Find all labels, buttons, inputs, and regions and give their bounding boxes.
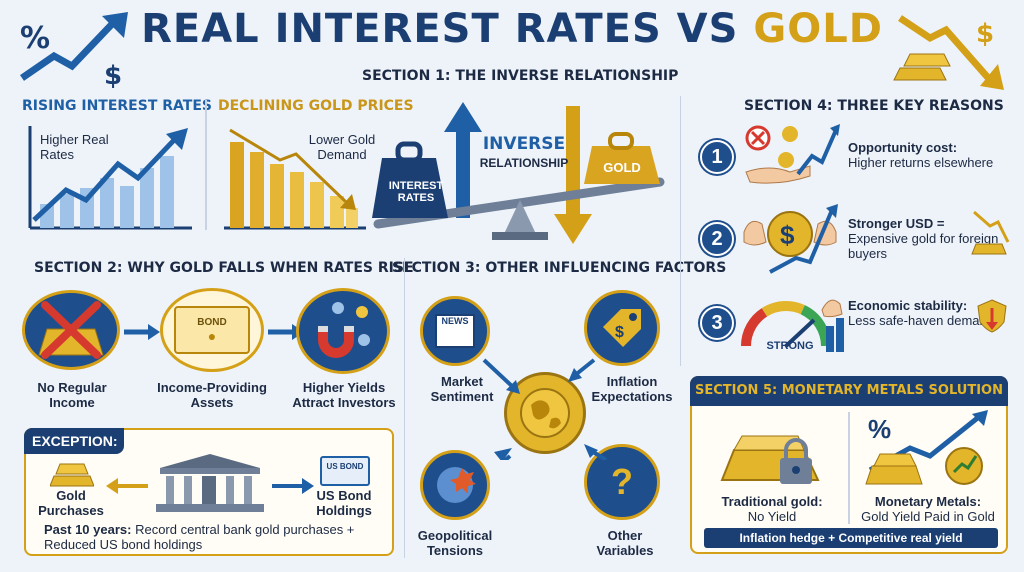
rising-rates-heading: RISING INTEREST RATES — [22, 98, 212, 114]
magnet-investors-icon — [318, 302, 370, 358]
gauge-label: STRONG — [766, 340, 814, 352]
bond-circle: BOND ● — [160, 288, 264, 372]
reason2-detail: Expensive gold for foreign buyers — [848, 231, 999, 261]
section1-heading: SECTION 1: THE INVERSE RELATIONSHIP — [362, 68, 679, 84]
section3-heading: SECTION 3: OTHER INFLUENCING FACTORS — [392, 260, 727, 276]
reason1-number: 1 — [700, 140, 734, 174]
exception-footnote-text: Record central bank gold purchases + Red… — [44, 522, 355, 552]
monetary-metals-text: Monetary Metals: Gold Yield Paid in Gold — [852, 494, 1004, 524]
geopolitical-tensions-label: Geopolitical Tensions — [417, 528, 493, 558]
section-divider-right — [680, 96, 681, 366]
bond-badge: BOND — [197, 316, 227, 328]
monetary-metals-bold: Monetary Metals: — [874, 494, 982, 509]
exception-footnote-bold: Past 10 years: — [44, 522, 132, 537]
gold-bar-lock-icon — [720, 435, 820, 484]
svg-text:$: $ — [104, 61, 122, 88]
svg-text:$: $ — [780, 220, 795, 250]
us-bond-holdings-label: US Bond Holdings — [316, 488, 372, 518]
relationship-label: RELATIONSHIP — [479, 156, 569, 170]
section-divider-left — [404, 258, 405, 558]
interest-rates-weight-label: INTEREST RATES — [388, 180, 444, 204]
traditional-gold-detail: No Yield — [747, 509, 797, 524]
gold-bars-icon — [50, 463, 94, 487]
price-tag-icon: $ — [603, 309, 641, 347]
section5-heading: SECTION 5: MONETARY METALS SOLUTION — [690, 376, 1008, 406]
reason2-number: 2 — [700, 222, 734, 256]
inverse-label: INVERSE — [482, 134, 566, 154]
section5-banner: Inflation hedge + Competitive real yield — [704, 528, 998, 548]
reason1-bold: Opportunity cost: — [848, 140, 958, 155]
factor-arrows-icon — [482, 358, 608, 460]
percent-growth-icon: % $ — [20, 12, 128, 88]
traditional-gold-bold: Traditional gold: — [721, 494, 823, 509]
gold-purchases-label: Gold Purchases — [38, 488, 104, 518]
reason2-text: Stronger USD = Expensive gold for foreig… — [848, 216, 1018, 261]
title-part2: GOLD — [753, 6, 883, 52]
inflation-circle: $ — [584, 290, 660, 366]
gold-yield-icon: % — [865, 410, 988, 485]
news-icon: NEWS — [435, 314, 475, 348]
inflation-expectations-label: Inflation Expectations — [591, 374, 673, 404]
exception-title: EXCEPTION: — [24, 428, 124, 454]
strong-usd-icon: $ — [743, 204, 838, 274]
page-title: REAL INTEREST RATES VS GOLD — [0, 6, 1024, 52]
yields-circle — [296, 288, 390, 374]
shield-down-icon — [977, 299, 1007, 333]
dollar-seal-icon: ● — [207, 327, 217, 344]
title-part1: REAL INTEREST RATES VS — [141, 6, 739, 52]
no-income-icon — [38, 301, 104, 359]
svg-text:$: $ — [976, 19, 994, 49]
reason1-detail: Higher returns elsewhere — [848, 155, 994, 170]
other-variables-label: Other Variables — [596, 528, 654, 558]
gold-down-icon — [971, 210, 1010, 255]
lower-gold-demand-label: Lower Gold Demand — [308, 132, 376, 162]
section5-divider — [848, 412, 850, 524]
section1-divider — [205, 100, 207, 230]
reason3-text: Economic stability: Less safe-haven dema… — [848, 298, 1018, 328]
higher-real-rates-label: Higher Real Rates — [40, 132, 109, 162]
other-variables-circle: ? — [584, 444, 660, 520]
globe-coin-circle — [504, 372, 586, 454]
higher-yields-label: Higher Yields Attract Investors — [292, 380, 396, 410]
news-circle: NEWS — [420, 296, 490, 366]
us-bond-badge: US BOND — [320, 456, 370, 486]
market-sentiment-label: Market Sentiment — [430, 374, 494, 404]
globe-icon — [520, 388, 570, 438]
svg-text:%: % — [868, 414, 891, 444]
opportunity-cost-icon — [745, 124, 840, 184]
rising-bar-chart-icon — [28, 126, 192, 230]
declining-bar-chart-icon — [224, 128, 366, 230]
declining-gold-heading: DECLINING GOLD PRICES — [218, 98, 414, 114]
monetary-metals-detail: Gold Yield Paid in Gold — [861, 509, 995, 524]
no-income-circle — [22, 290, 120, 370]
section2-heading: SECTION 2: WHY GOLD FALLS WHEN RATES RIS… — [34, 260, 414, 276]
exception-footnote: Past 10 years: Record central bank gold … — [44, 522, 384, 552]
svg-text:%: % — [20, 21, 50, 56]
gold-falling-icon: $ — [893, 15, 1004, 90]
no-regular-income-label: No Regular Income — [37, 380, 107, 410]
reason1-text: Opportunity cost: Higher returns elsewhe… — [848, 140, 1018, 170]
bond-certificate-icon: BOND ● — [174, 306, 250, 354]
news-badge: NEWS — [441, 316, 469, 326]
reason3-number: 3 — [700, 306, 734, 340]
question-mark-icon: ? — [611, 461, 633, 502]
arrow-right-icon — [124, 324, 160, 340]
traditional-gold-text: Traditional gold: No Yield — [704, 494, 840, 524]
income-assets-label: Income-Providing Assets — [157, 380, 267, 410]
central-bank-icon — [106, 454, 314, 512]
explosion-globe-icon — [437, 467, 476, 503]
svg-text:$: $ — [615, 324, 624, 341]
economic-stability-gauge-icon — [741, 299, 844, 352]
section4-heading: SECTION 4: THREE KEY REASONS — [744, 98, 1004, 114]
geopolitical-circle — [420, 450, 490, 520]
gold-weight-label: GOLD — [603, 160, 641, 175]
reason3-detail: Less safe-haven demand — [848, 313, 994, 328]
inverse-seesaw-icon — [372, 102, 665, 244]
reason3-bold: Economic stability: — [848, 298, 968, 313]
reason2-bold: Stronger USD = — [848, 216, 945, 231]
